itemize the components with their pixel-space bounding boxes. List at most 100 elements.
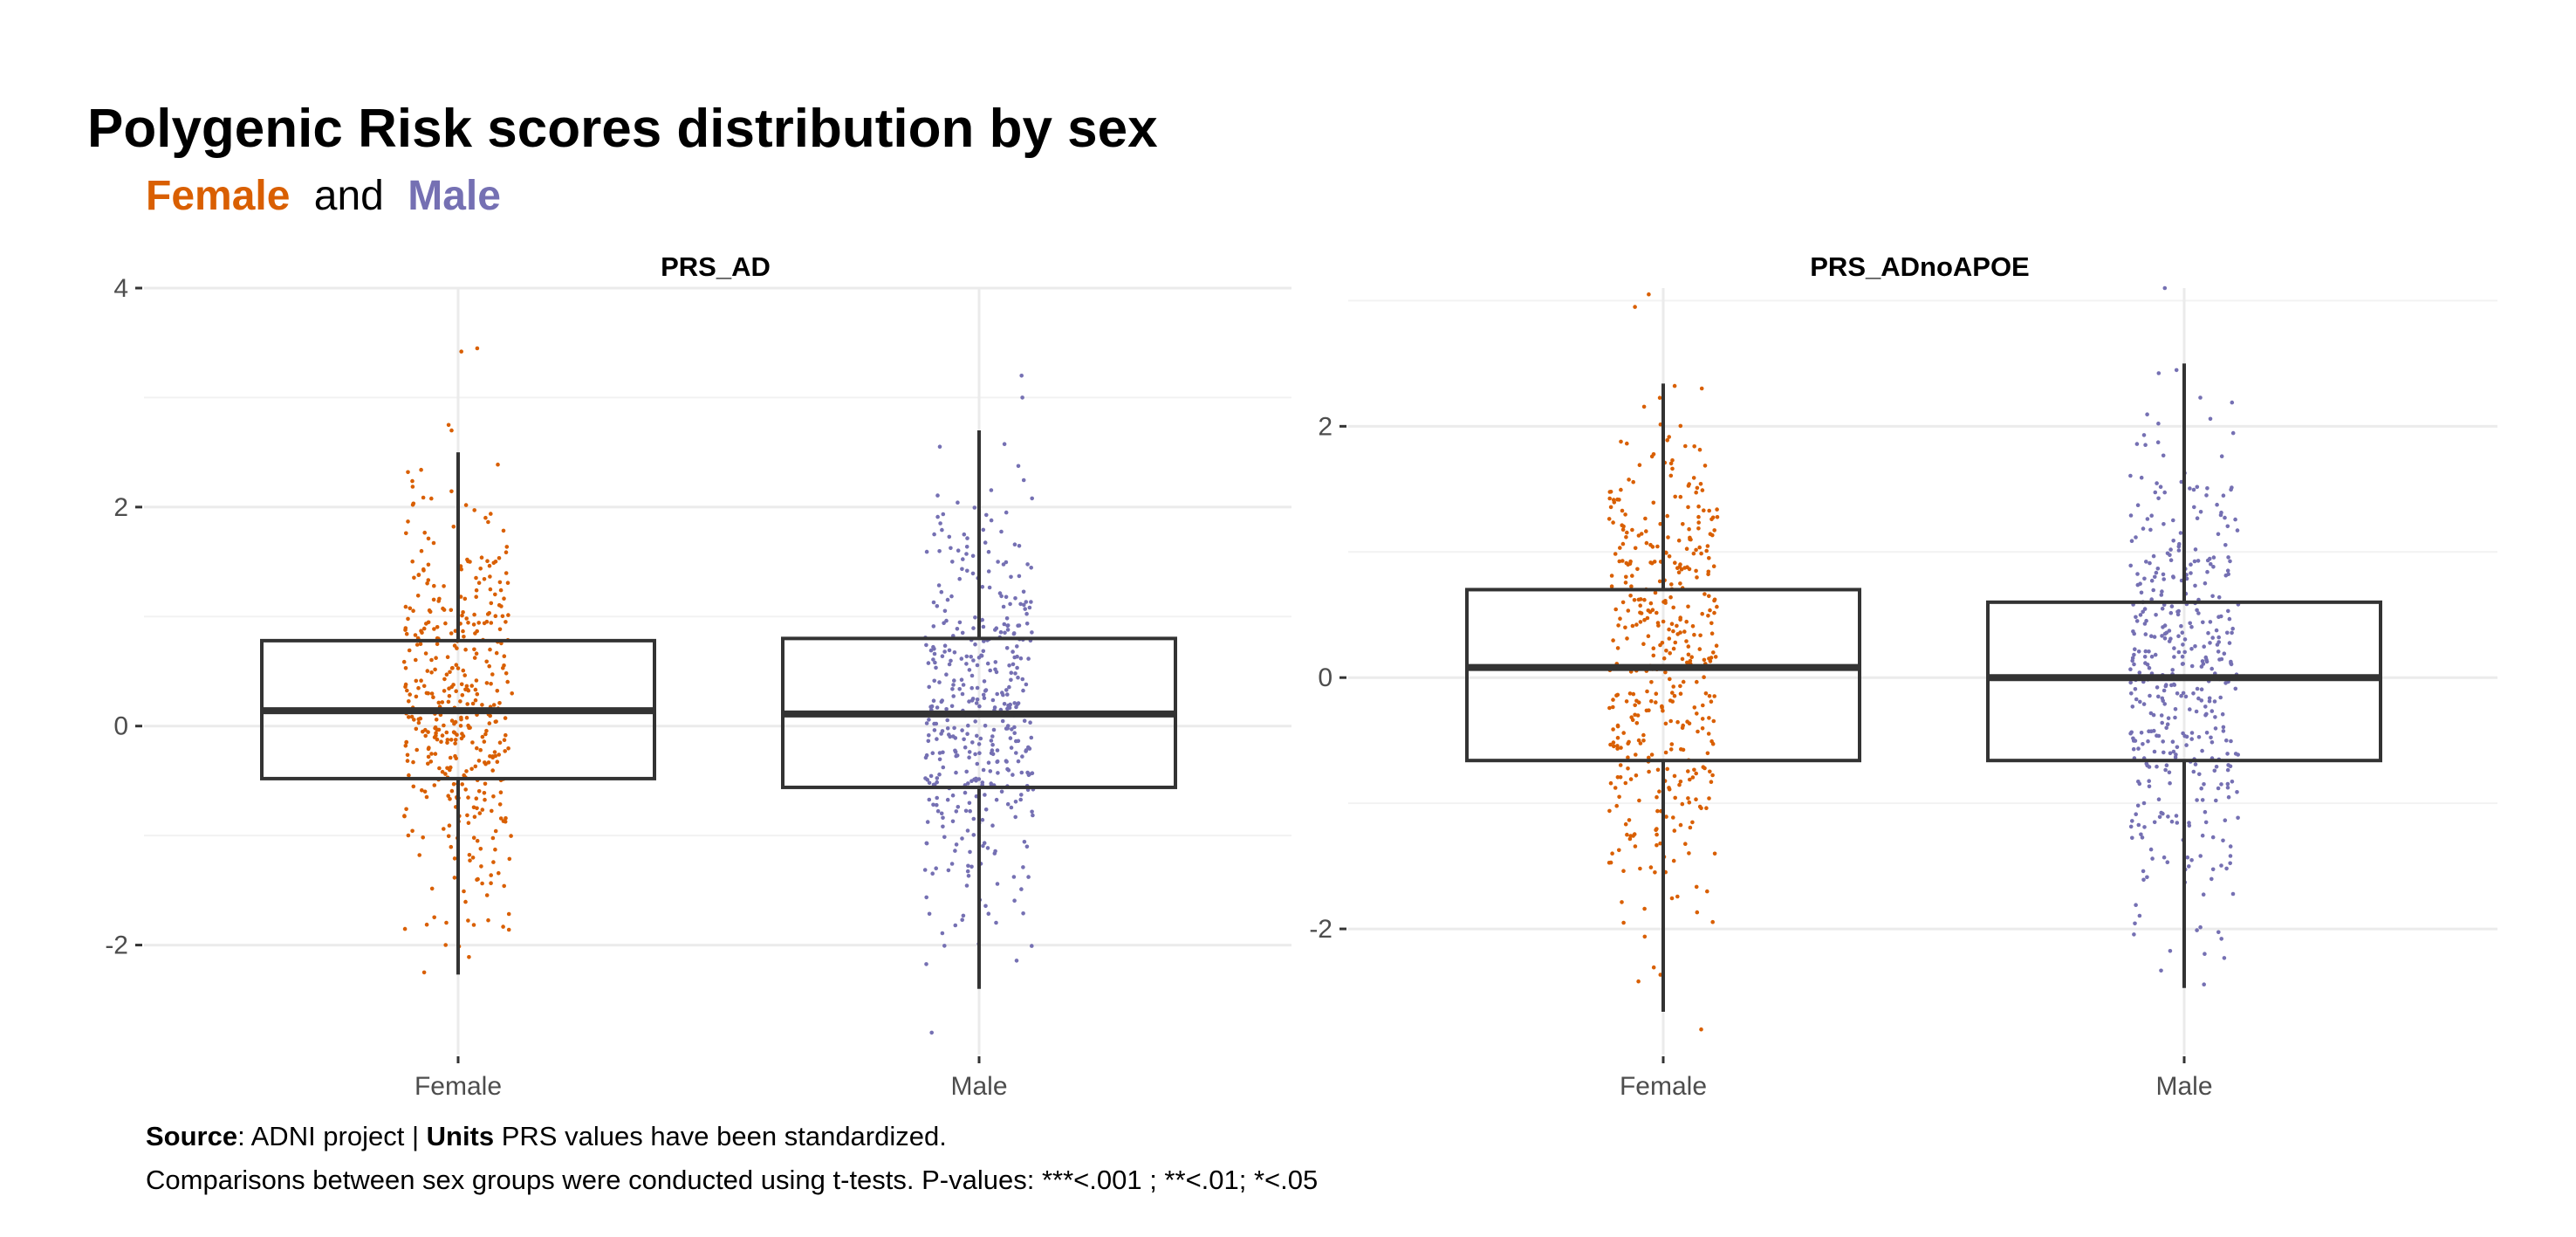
data-point-female xyxy=(424,622,428,626)
data-point-male xyxy=(2130,819,2134,823)
data-point-female xyxy=(504,816,508,821)
data-point-male xyxy=(965,536,969,540)
data-point-female xyxy=(1634,773,1639,778)
data-point-female xyxy=(1686,796,1690,801)
caption-source-text: : ADNI project | xyxy=(237,1121,427,1151)
data-point-female xyxy=(485,559,490,563)
data-point-male xyxy=(938,521,942,526)
data-point-male xyxy=(2167,770,2172,775)
data-point-male xyxy=(2196,696,2201,701)
data-point-male xyxy=(2207,698,2212,704)
data-point-female xyxy=(1678,423,1683,429)
data-point-female xyxy=(1685,660,1689,665)
data-point-female xyxy=(1676,570,1682,574)
data-point-male xyxy=(974,776,978,781)
data-point-female xyxy=(416,573,421,577)
data-point-female xyxy=(1607,808,1612,814)
data-point-female xyxy=(432,583,436,588)
data-point-female xyxy=(1651,646,1656,650)
data-point-male xyxy=(2156,371,2162,375)
data-point-female xyxy=(1618,616,1622,621)
data-point-female xyxy=(487,611,491,615)
data-point-female xyxy=(472,814,477,819)
data-point-male xyxy=(969,655,973,659)
data-point-female xyxy=(504,732,508,738)
data-point-male xyxy=(2137,670,2142,675)
data-point-female xyxy=(1667,435,1671,439)
data-point-male xyxy=(985,661,990,666)
data-point-female xyxy=(436,700,442,705)
data-point-male xyxy=(2195,798,2199,802)
data-point-female xyxy=(410,478,414,484)
data-point-male xyxy=(939,811,944,816)
data-point-male xyxy=(969,685,974,691)
data-point-female xyxy=(403,744,408,748)
data-point-female xyxy=(402,814,407,819)
data-point-male xyxy=(963,790,968,795)
data-point-female xyxy=(444,672,449,677)
data-point-female xyxy=(410,503,415,507)
data-point-male xyxy=(2222,651,2227,656)
data-point-male xyxy=(2203,809,2208,814)
data-point-male xyxy=(2202,982,2206,986)
data-point-male xyxy=(926,661,931,665)
data-point-female xyxy=(422,530,428,535)
data-point-female xyxy=(1608,860,1613,865)
data-point-female xyxy=(462,596,468,601)
data-point-female xyxy=(478,847,483,851)
data-point-female xyxy=(475,806,479,811)
data-point-male xyxy=(2152,820,2157,825)
data-point-male xyxy=(953,750,958,754)
data-point-female xyxy=(1669,582,1674,587)
caption-tests: Comparisons between sex groups were cond… xyxy=(146,1165,1318,1195)
data-point-male xyxy=(2223,818,2228,822)
data-point-male xyxy=(2184,743,2189,747)
data-point-female xyxy=(1673,560,1677,565)
data-point-female xyxy=(427,746,431,750)
data-point-female xyxy=(1613,552,1618,556)
data-point-male xyxy=(2211,565,2216,569)
data-point-male xyxy=(1027,605,1032,610)
data-point-female xyxy=(463,687,468,692)
data-point-male xyxy=(2214,628,2219,633)
data-point-female xyxy=(421,626,427,631)
data-point-female xyxy=(1715,515,1720,519)
data-point-female xyxy=(1700,488,1705,492)
data-point-female xyxy=(442,723,446,728)
data-point-female xyxy=(1607,517,1612,521)
data-point-male xyxy=(960,567,964,572)
data-point-female xyxy=(1621,731,1626,735)
data-point-male xyxy=(965,732,969,736)
data-point-female xyxy=(1668,698,1673,703)
data-point-male xyxy=(962,737,966,742)
data-point-female xyxy=(421,970,427,975)
data-point-female xyxy=(1695,679,1699,684)
data-point-male xyxy=(934,721,939,726)
data-point-female xyxy=(470,701,476,706)
data-point-female xyxy=(1665,438,1669,443)
data-point-male xyxy=(1024,622,1030,626)
data-point-female xyxy=(1624,535,1628,539)
jitter-points-prs-adnoapoe xyxy=(1607,285,2241,1032)
data-point-male xyxy=(930,751,935,755)
data-point-male xyxy=(2218,512,2223,518)
data-point-female xyxy=(447,694,452,698)
data-point-male xyxy=(936,583,942,588)
data-point-female xyxy=(1708,532,1713,536)
data-point-female xyxy=(435,737,440,742)
data-point-male xyxy=(2195,686,2200,691)
data-point-female xyxy=(476,621,481,625)
data-point-female xyxy=(1628,594,1633,598)
data-point-female xyxy=(1638,741,1643,746)
data-point-female xyxy=(418,642,423,646)
data-point-female xyxy=(1668,594,1673,600)
data-point-female xyxy=(434,733,438,738)
data-point-female xyxy=(503,749,507,753)
data-point-female xyxy=(505,679,510,684)
data-point-male xyxy=(945,597,950,602)
data-point-female xyxy=(442,689,447,693)
data-point-female xyxy=(449,718,455,723)
data-point-male xyxy=(2189,624,2194,629)
data-point-female xyxy=(1663,721,1668,726)
